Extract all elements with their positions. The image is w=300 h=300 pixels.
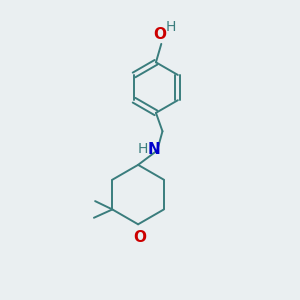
Text: N: N bbox=[147, 142, 160, 157]
Text: H: H bbox=[138, 142, 148, 156]
Text: O: O bbox=[133, 230, 146, 245]
Text: H: H bbox=[166, 20, 176, 34]
Text: O: O bbox=[153, 26, 166, 41]
